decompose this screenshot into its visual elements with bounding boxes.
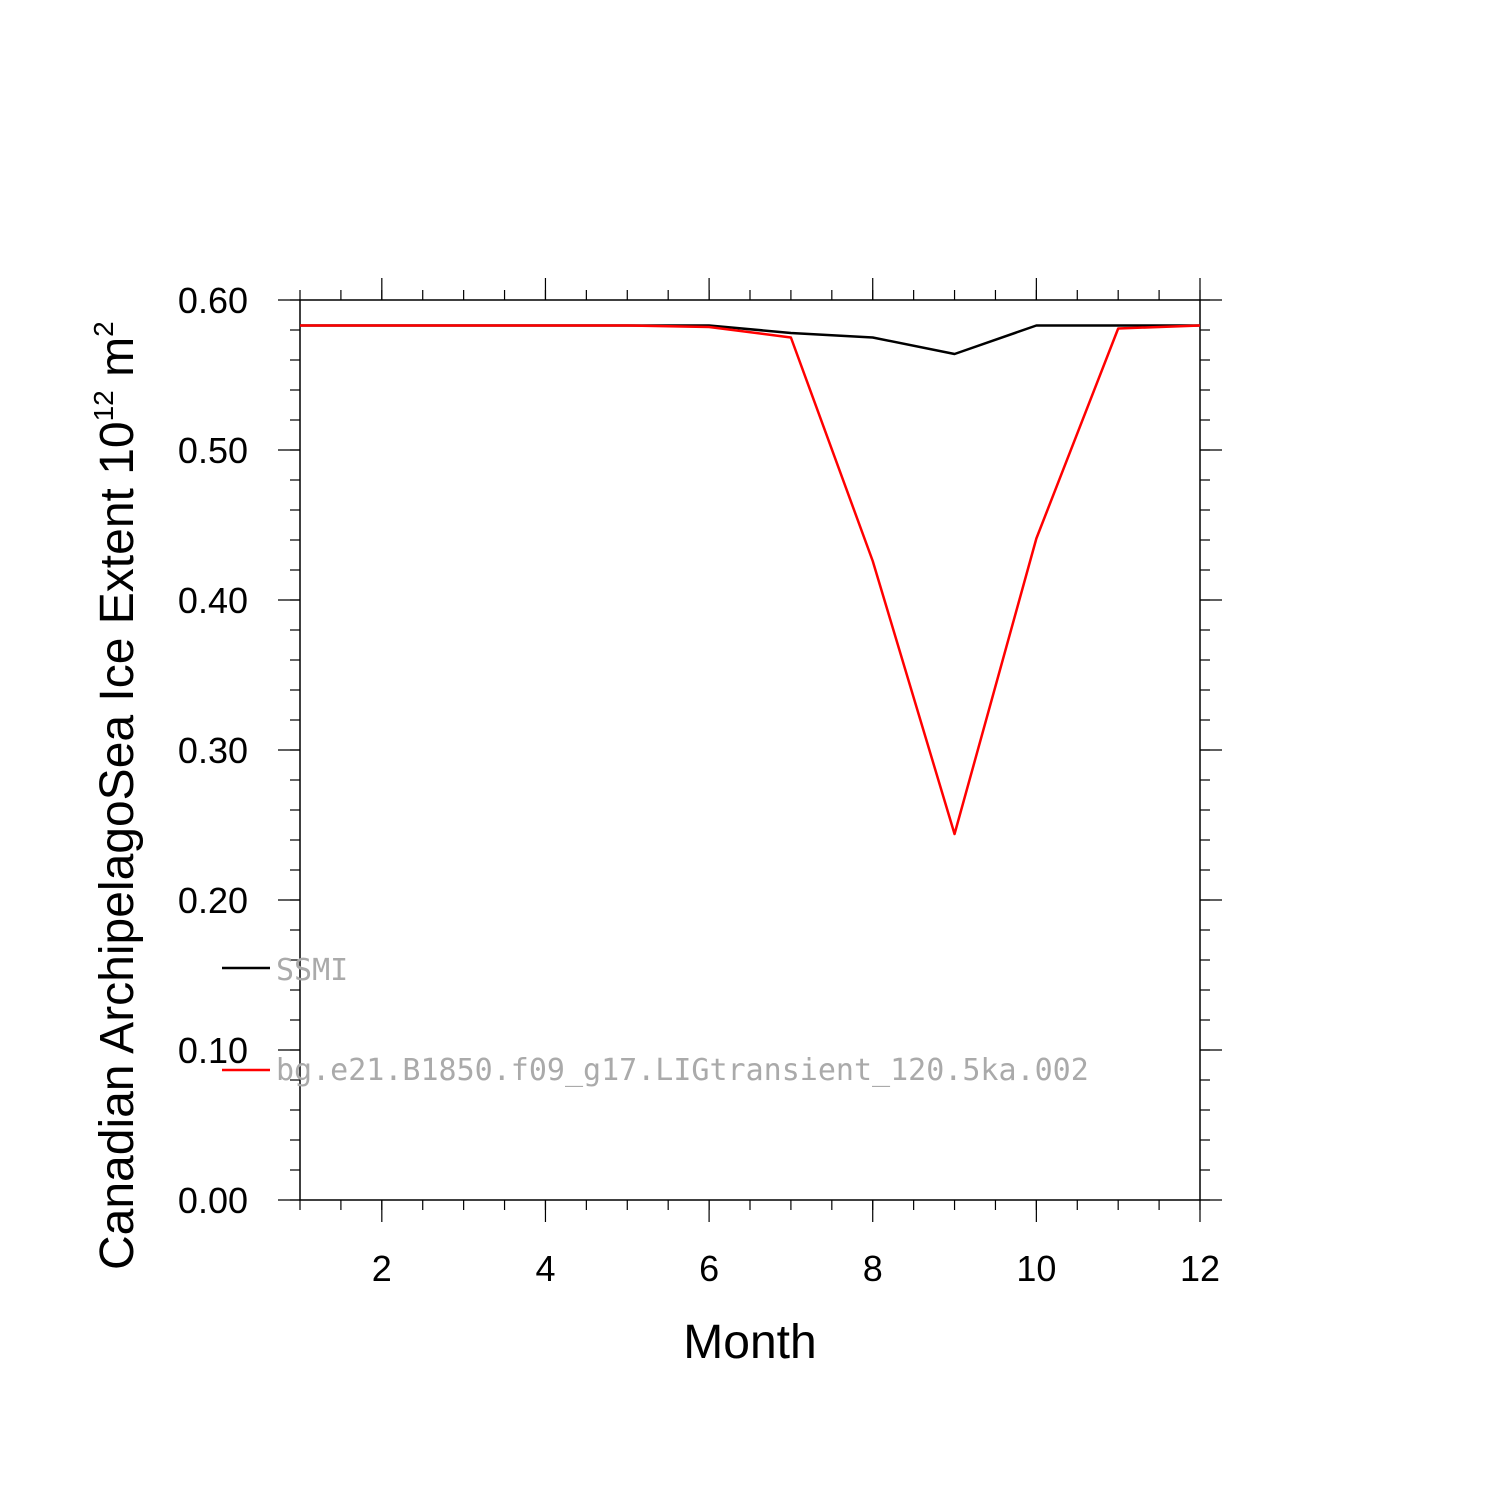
x-axis-title: Month	[683, 1316, 816, 1369]
y-tick-label: 0.60	[178, 280, 248, 321]
y-axis-title-exp1: 12	[88, 390, 119, 421]
major-ticks	[278, 278, 1222, 1222]
y-tick-label: 0.20	[178, 880, 248, 921]
x-tick-label: 2	[372, 1248, 392, 1289]
y-tick-label: 0.10	[178, 1030, 248, 1071]
x-tick-label: 10	[1016, 1248, 1056, 1289]
y-tick-label: 0.00	[178, 1180, 248, 1221]
series-line-1	[300, 324, 1201, 836]
x-tick-label: 12	[1180, 1248, 1220, 1289]
legend-label-ssmi: SSMI	[276, 953, 348, 988]
y-tick-label: 0.30	[178, 730, 248, 771]
legend-label-lig: bg.e21.B1850.f09_g17.LIGtransient_120.5k…	[276, 1053, 1089, 1088]
y-tick-label: 0.50	[178, 430, 248, 471]
y-tick-labels: 0.00 0.10 0.20 0.30 0.40 0.50 0.60	[178, 280, 248, 1221]
x-tick-label: 4	[535, 1248, 555, 1289]
x-tick-label: 6	[699, 1248, 719, 1289]
y-tick-label: 0.40	[178, 580, 248, 621]
series-lines	[300, 324, 1201, 836]
y-axis-title-exp2: 2	[88, 321, 119, 337]
x-tick-labels: 2 4 6 8 10 12	[372, 1248, 1220, 1289]
legend: SSMI bg.e21.B1850.f09_g17.LIGtransient_1…	[222, 953, 1089, 1088]
y-axis-title: Canadian ArchipelagoSea Ice Extent 1012 …	[88, 321, 144, 1270]
series-line-0	[300, 324, 1200, 356]
y-axis-title-unit: m	[91, 337, 144, 390]
x-tick-label: 8	[863, 1248, 883, 1289]
plot-frame	[299, 299, 1201, 1201]
y-axis-title-main: Canadian ArchipelagoSea Ice Extent 10	[91, 421, 144, 1270]
